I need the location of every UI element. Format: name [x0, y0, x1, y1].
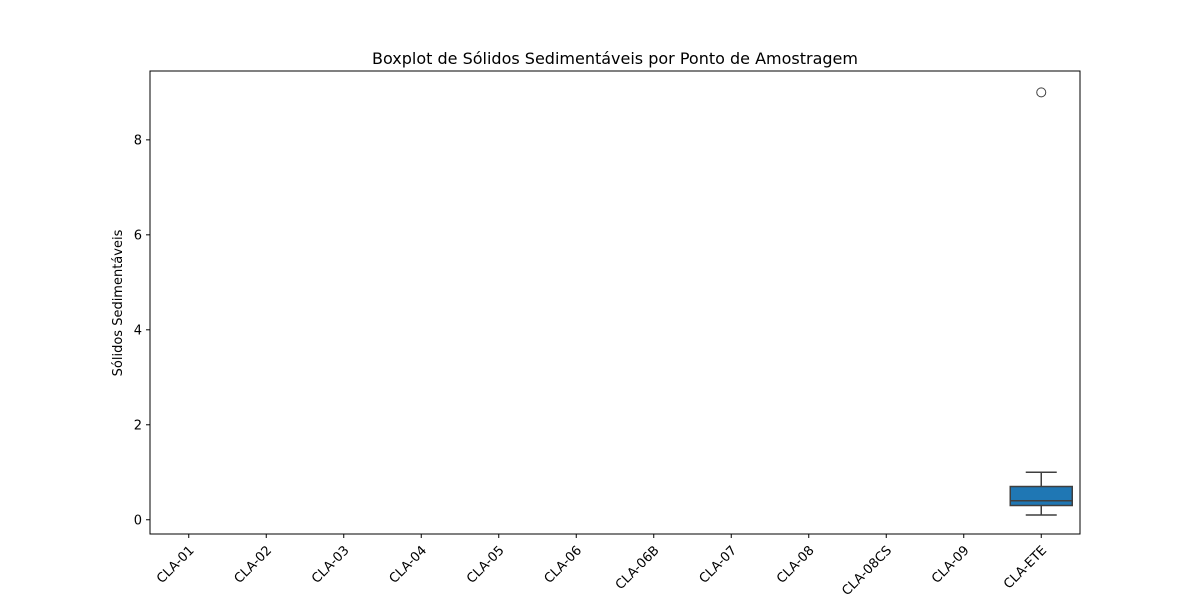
x-tick-label: CLA-08CS [839, 543, 895, 599]
box-cla-ete [1009, 485, 1073, 507]
y-tick-label: 8 [134, 133, 142, 148]
x-tick-label: CLA-09 [929, 543, 972, 586]
y-axis-ticks: 0 2 4 6 8 [134, 133, 150, 528]
x-tick-label: CLA-07 [697, 543, 740, 586]
x-tick-label: CLA-03 [309, 543, 352, 586]
x-tick-label: CLA-ETE [1001, 543, 1050, 592]
y-tick-label: 2 [134, 418, 142, 433]
y-tick-label: 6 [134, 228, 142, 243]
x-tick-label: CLA-04 [387, 543, 430, 586]
x-tick-label: CLA-06B [613, 543, 663, 593]
y-tick-label: 4 [134, 323, 142, 338]
outlier-point [1036, 87, 1047, 98]
x-tick-label: CLA-08 [774, 543, 817, 586]
x-axis-ticks: CLA-01 CLA-02 CLA-03 CLA-04 CLA-05 CLA-06 CLA-… [154, 534, 1050, 599]
y-axis-label: Sólidos Sedimentáveis [111, 229, 126, 376]
plot-frame [149, 70, 1081, 535]
x-tick-label: CLA-01 [154, 543, 197, 586]
x-tick-label: CLA-06 [542, 543, 585, 586]
x-tick-label: CLA-02 [232, 543, 275, 586]
plot-area [1009, 87, 1073, 516]
y-tick-label: 0 [134, 513, 142, 528]
chart-title: Boxplot de Sólidos Sedimentáveis por Pon… [372, 49, 858, 68]
x-tick-label: CLA-05 [464, 543, 507, 586]
